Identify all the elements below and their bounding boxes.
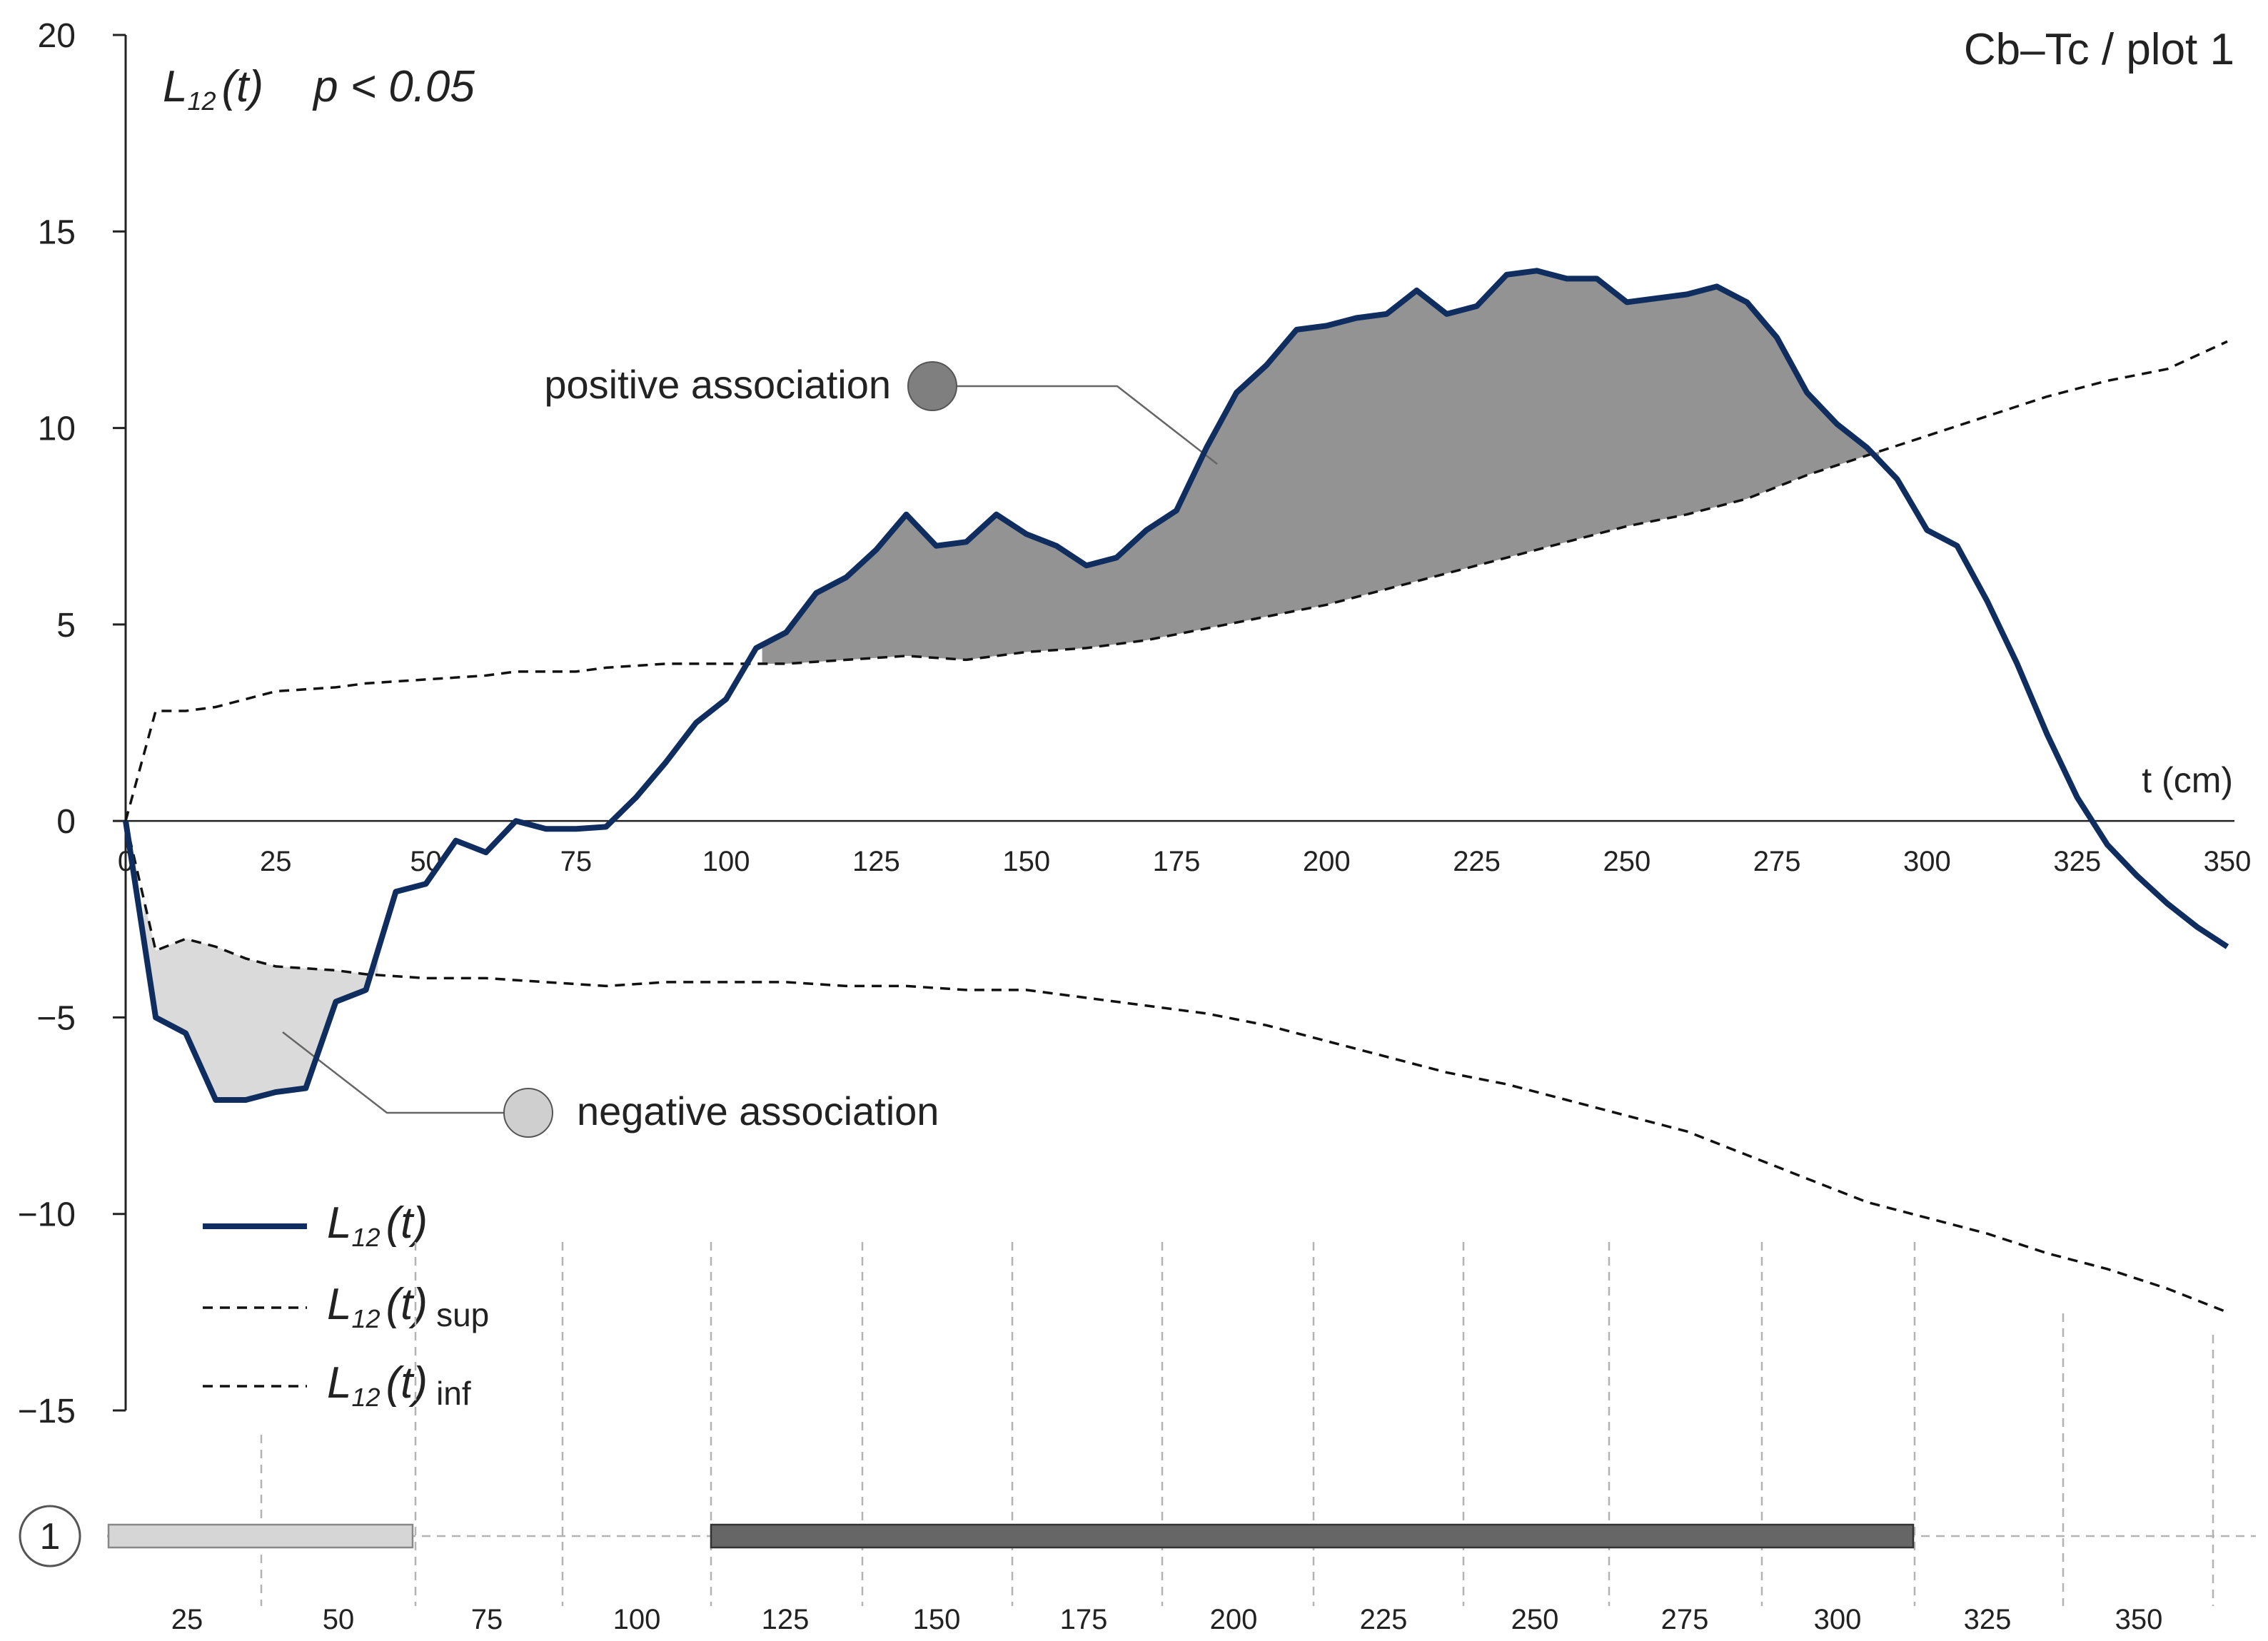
legend-stat-sub: 12 bbox=[351, 1383, 380, 1412]
y-tick-label: −10 bbox=[18, 1196, 76, 1234]
strip-tick-label: 50 bbox=[323, 1604, 355, 1635]
x-tick-label: 25 bbox=[260, 846, 292, 877]
legend-suffix: sup bbox=[436, 1296, 489, 1333]
x-tick-label: 250 bbox=[1603, 846, 1650, 877]
legend-label: L12 (t) bbox=[327, 1198, 428, 1252]
negative-association-label: negative association bbox=[577, 1089, 939, 1133]
strip-tick-label: 75 bbox=[471, 1604, 503, 1635]
subtitle-stat-sub: 12 bbox=[187, 86, 216, 116]
strip-tick-label: 350 bbox=[2115, 1604, 2163, 1635]
strip-tick-label: 275 bbox=[1661, 1604, 1709, 1635]
positive-association-marker bbox=[907, 361, 957, 411]
negative-association-marker bbox=[503, 1088, 553, 1138]
annotation-connectors bbox=[282, 385, 1218, 1114]
series-main-line bbox=[123, 268, 2229, 1103]
strip-tick-label: 300 bbox=[1814, 1604, 1862, 1635]
strip-tick-label: 325 bbox=[1964, 1604, 2012, 1635]
positive-association-label: positive association bbox=[544, 362, 891, 407]
strip-bar-negative bbox=[107, 1523, 414, 1549]
legend-stat: L bbox=[327, 1198, 351, 1248]
strip-tick-label: 25 bbox=[171, 1604, 203, 1635]
x-tick-label: 350 bbox=[2204, 846, 2252, 877]
x-tick-label: 225 bbox=[1453, 846, 1501, 877]
x-tick-label: 100 bbox=[702, 846, 750, 877]
y-tick-label: 20 bbox=[38, 17, 76, 55]
series-inf-line bbox=[124, 820, 2228, 1314]
legend-stat-arg: (t) bbox=[386, 1358, 428, 1408]
strip-marker-circle bbox=[19, 1505, 81, 1567]
subtitle-significance: p < 0.05 bbox=[312, 62, 475, 111]
subtitle-stat-arg: (t) bbox=[222, 62, 264, 111]
series-sup-line bbox=[124, 340, 2228, 822]
y-tick-label: 15 bbox=[38, 213, 76, 251]
strip-tick-label: 150 bbox=[913, 1604, 961, 1635]
y-tick-label: −15 bbox=[18, 1393, 76, 1430]
legend-stat-arg: (t) bbox=[386, 1198, 428, 1248]
strip-bar-positive bbox=[710, 1523, 1915, 1549]
negative-association-area bbox=[143, 899, 378, 1100]
legend-stat: L bbox=[327, 1358, 351, 1408]
association-shading bbox=[143, 271, 1880, 1100]
y-tick-label: 10 bbox=[38, 410, 76, 448]
subtitle-stat: L bbox=[163, 62, 187, 111]
legend-stat: L bbox=[327, 1280, 351, 1329]
legend-stat-arg: (t) bbox=[386, 1280, 428, 1329]
positive-association-area bbox=[762, 271, 1880, 664]
strip-tick-label: 175 bbox=[1060, 1604, 1108, 1635]
series-group bbox=[123, 268, 2229, 1314]
x-tick-label: 200 bbox=[1303, 846, 1351, 877]
x-tick-label: 325 bbox=[2053, 846, 2101, 877]
x-tick-label: 300 bbox=[1903, 846, 1951, 877]
y-tick-label: 5 bbox=[56, 607, 76, 645]
legend-stat-sub: 12 bbox=[351, 1304, 380, 1333]
annotations: positive association negative association bbox=[503, 361, 957, 1138]
x-tick-label: 275 bbox=[1753, 846, 1801, 877]
legend-stat-sub: 12 bbox=[351, 1223, 380, 1252]
y-tick-label: −5 bbox=[36, 999, 76, 1037]
strip-tick-label: 225 bbox=[1360, 1604, 1408, 1635]
x-tick-label: 150 bbox=[1002, 846, 1050, 877]
chart-texts: Cb–Tc / plot 1 L12 (t) p < 0.05 bbox=[163, 25, 2234, 116]
strip-tick-label: 125 bbox=[762, 1604, 810, 1635]
strip-marker-label: 1 bbox=[40, 1516, 61, 1557]
x-tick-label: 75 bbox=[560, 846, 593, 877]
legend-label: L12 (t) sup bbox=[327, 1280, 489, 1333]
positive-callout-connector bbox=[932, 385, 1218, 465]
legend-label: L12 (t) inf bbox=[327, 1358, 471, 1412]
strip-tick-label: 200 bbox=[1210, 1604, 1258, 1635]
strip-tick-label: 250 bbox=[1511, 1604, 1559, 1635]
chart-title: Cb–Tc / plot 1 bbox=[1964, 25, 2234, 74]
bottom-strip: 25 50 75 100 125 150 175 200 225 250 275 300 325 350 1 bbox=[19, 1242, 2256, 1635]
legend-suffix: inf bbox=[436, 1375, 471, 1412]
strip-tick-label: 100 bbox=[613, 1604, 661, 1635]
chart-subtitle: L12 (t) p < 0.05 bbox=[163, 62, 475, 116]
y-tick-label: 0 bbox=[56, 803, 76, 841]
x-tick-label: 125 bbox=[852, 846, 900, 877]
x-tick-label: 175 bbox=[1153, 846, 1201, 877]
x-axis-label: t (cm) bbox=[2142, 760, 2233, 800]
